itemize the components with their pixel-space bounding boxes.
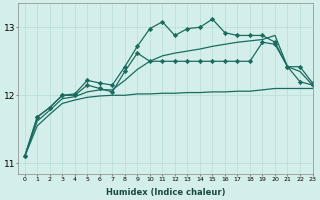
X-axis label: Humidex (Indice chaleur): Humidex (Indice chaleur) — [106, 188, 225, 197]
